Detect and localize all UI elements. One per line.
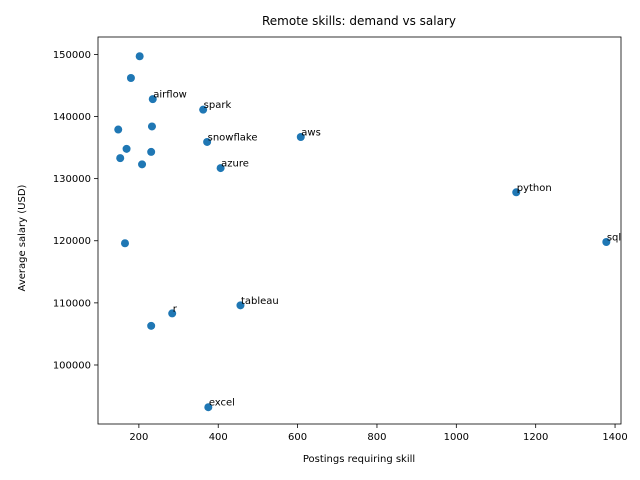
data-point: [147, 147, 156, 156]
data-point: [138, 160, 147, 169]
y-tick-label: 100000: [53, 360, 91, 371]
x-tick-label: 400: [209, 432, 228, 443]
x-tick-label: 600: [288, 432, 307, 443]
data-points: [114, 52, 611, 412]
y-tick-label: 120000: [53, 236, 91, 247]
data-point: [120, 239, 129, 248]
y-tick-label: 150000: [53, 50, 91, 61]
data-point: [602, 237, 611, 246]
data-point: [147, 122, 156, 131]
chart-title: Remote skills: demand vs salary: [262, 14, 456, 28]
point-label: snowflake: [208, 132, 258, 143]
data-point: [204, 403, 213, 412]
point-label: tableau: [241, 296, 279, 307]
data-point: [168, 309, 177, 318]
data-point: [126, 73, 135, 82]
point-label: excel: [209, 398, 235, 409]
point-label: airflow: [153, 90, 187, 101]
data-point: [236, 301, 245, 310]
point-label: python: [517, 183, 552, 194]
data-point: [114, 125, 123, 134]
data-point: [203, 137, 212, 146]
point-label: r: [173, 304, 178, 315]
x-axis-title: Postings requiring skill: [303, 454, 415, 465]
data-point: [122, 144, 131, 153]
x-tick-label: 1200: [523, 432, 548, 443]
data-point: [199, 105, 208, 114]
data-point: [116, 154, 125, 163]
point-label: aws: [301, 128, 321, 139]
plot-frame: [97, 36, 622, 425]
point-label: azure: [221, 159, 249, 170]
data-point: [148, 95, 157, 104]
x-tick-label: 200: [129, 432, 148, 443]
data-point: [296, 133, 305, 142]
point-label: spark: [204, 100, 232, 111]
x-tick-label: 1000: [444, 432, 469, 443]
data-point: [216, 164, 225, 173]
data-point: [135, 52, 144, 61]
y-axis-title: Average salary (USD): [17, 184, 28, 291]
point-label: sql: [607, 232, 621, 243]
point-labels: sql python aws tableau azure excel snowflake sp…: [153, 90, 621, 409]
plot-area: [97, 36, 622, 425]
x-tick-label: 800: [367, 432, 386, 443]
y-tick-label: 110000: [53, 298, 91, 309]
x-tick-label: 1400: [602, 432, 627, 443]
x-axis: 200 400 600 800 1000 1200 1400: [129, 424, 628, 443]
y-tick-label: 130000: [53, 174, 91, 185]
y-tick-label: 140000: [53, 112, 91, 123]
data-point: [512, 188, 521, 197]
y-axis: 100000 110000 120000 130000 140000 150000: [53, 50, 98, 371]
data-point: [147, 321, 156, 330]
